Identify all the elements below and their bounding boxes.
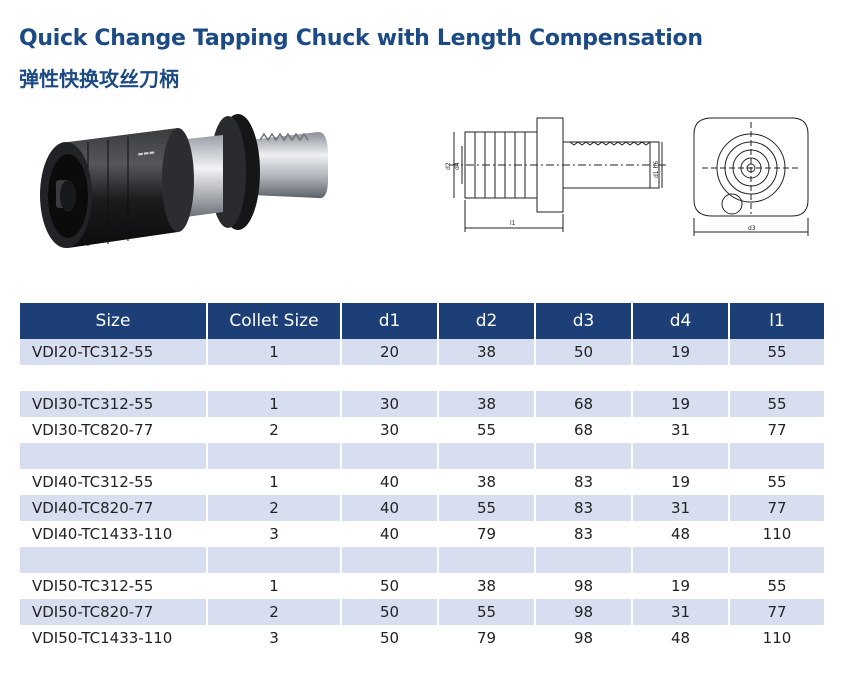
header-collet-size: Collet Size xyxy=(208,303,340,339)
header-d4: d4 xyxy=(633,303,728,339)
svg-text:▬▬▬: ▬▬▬ xyxy=(137,149,155,158)
front-technical-drawing: d3 xyxy=(693,117,809,236)
dim-label-d3: d3 xyxy=(748,225,756,232)
dim-label-l1: l1 xyxy=(510,220,516,227)
header-size: Size xyxy=(20,303,206,339)
header-d3: d3 xyxy=(536,303,631,339)
header-d1: d1 xyxy=(342,303,437,339)
dim-label-d4: d4 xyxy=(454,162,461,170)
header-d2: d2 xyxy=(439,303,534,339)
table-row: VDI20-TC312-55 1 20 38 50 19 55 xyxy=(20,339,824,365)
table-spacer-row xyxy=(20,547,824,573)
table-row: VDI40-TC1433-110 3 40 79 83 48 110 xyxy=(20,521,824,547)
table-spacer-row xyxy=(20,365,824,391)
table-row: VDI40-TC312-55 1 40 38 83 19 55 xyxy=(20,469,824,495)
dim-label-d2: d2 xyxy=(445,162,452,170)
table-row: VDI30-TC312-55 1 30 38 68 19 55 xyxy=(20,391,824,417)
tapping-chuck-photo: ▬▬▬ xyxy=(40,114,328,248)
table-row: VDI50-TC1433-110 3 50 79 98 48 110 xyxy=(20,625,824,651)
page-subtitle-chinese: 弹性快换攻丝刀柄 xyxy=(19,67,179,91)
table-header-row: Size Collet Size d1 d2 d3 d4 l1 xyxy=(20,303,824,339)
table-spacer-row xyxy=(20,443,824,469)
table-row: VDI30-TC820-77 2 30 55 68 31 77 xyxy=(20,417,824,443)
table-row: VDI40-TC820-77 2 40 55 83 31 77 xyxy=(20,495,824,521)
table-row: VDI50-TC312-55 1 50 38 98 19 55 xyxy=(20,573,824,599)
dim-label-d1: d1 h6 xyxy=(653,161,660,178)
header-l1: l1 xyxy=(730,303,824,339)
table-row: VDI50-TC820-77 2 50 55 98 31 77 xyxy=(20,599,824,625)
side-technical-drawing: d2 d4 l1 d1 h6 xyxy=(445,117,666,232)
page-title: Quick Change Tapping Chuck with Length C… xyxy=(19,26,703,51)
specification-table: Size Collet Size d1 d2 d3 d4 l1 VDI20-TC… xyxy=(18,303,826,651)
